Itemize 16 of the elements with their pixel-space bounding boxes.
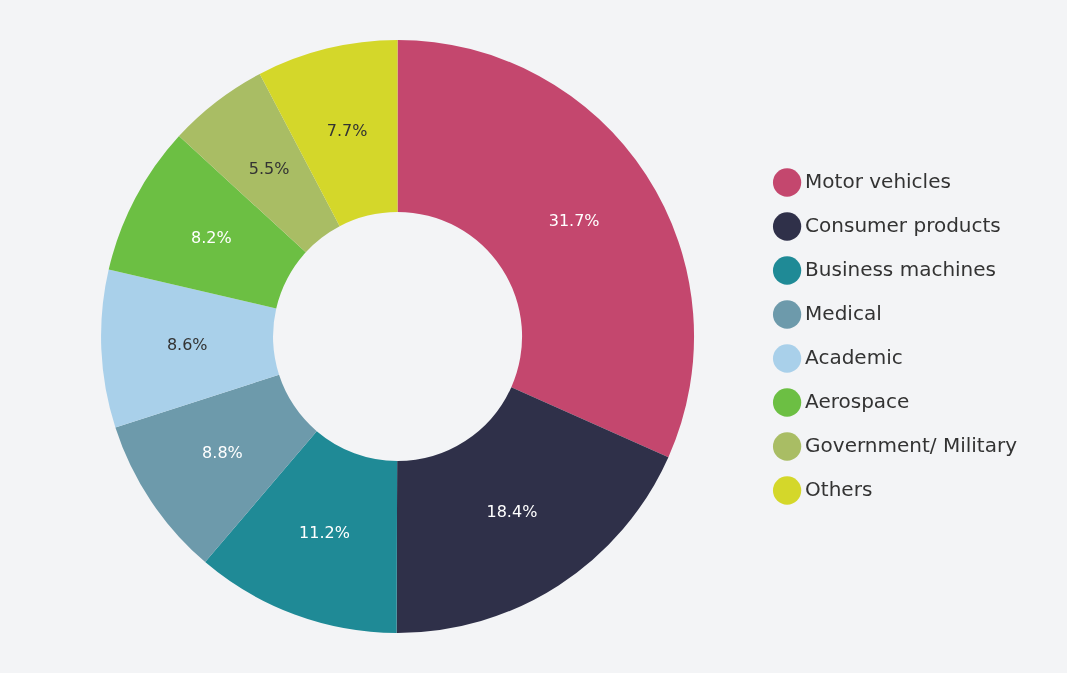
data-label: 31.7% bbox=[548, 211, 600, 231]
data-label: 8.2% bbox=[190, 227, 232, 247]
legend-label: Consumer products bbox=[805, 212, 1001, 237]
legend-label: Aerospace bbox=[805, 388, 910, 413]
data-label: 11.2% bbox=[299, 523, 350, 543]
data-label: 18.4% bbox=[486, 502, 538, 522]
data-label: 8.6% bbox=[166, 334, 208, 354]
legend-label: Motor vehicles bbox=[805, 168, 951, 193]
legend-label: Others bbox=[805, 476, 873, 501]
data-label: 5.5% bbox=[248, 158, 290, 178]
legend-label: Academic bbox=[805, 344, 903, 369]
data-label: 8.8% bbox=[202, 442, 243, 462]
data-label: 7.7% bbox=[326, 121, 368, 141]
legend-label: Business machines bbox=[805, 256, 997, 281]
legend-label: Government/ Military bbox=[805, 432, 1018, 457]
legend-label: Medical bbox=[805, 300, 882, 325]
